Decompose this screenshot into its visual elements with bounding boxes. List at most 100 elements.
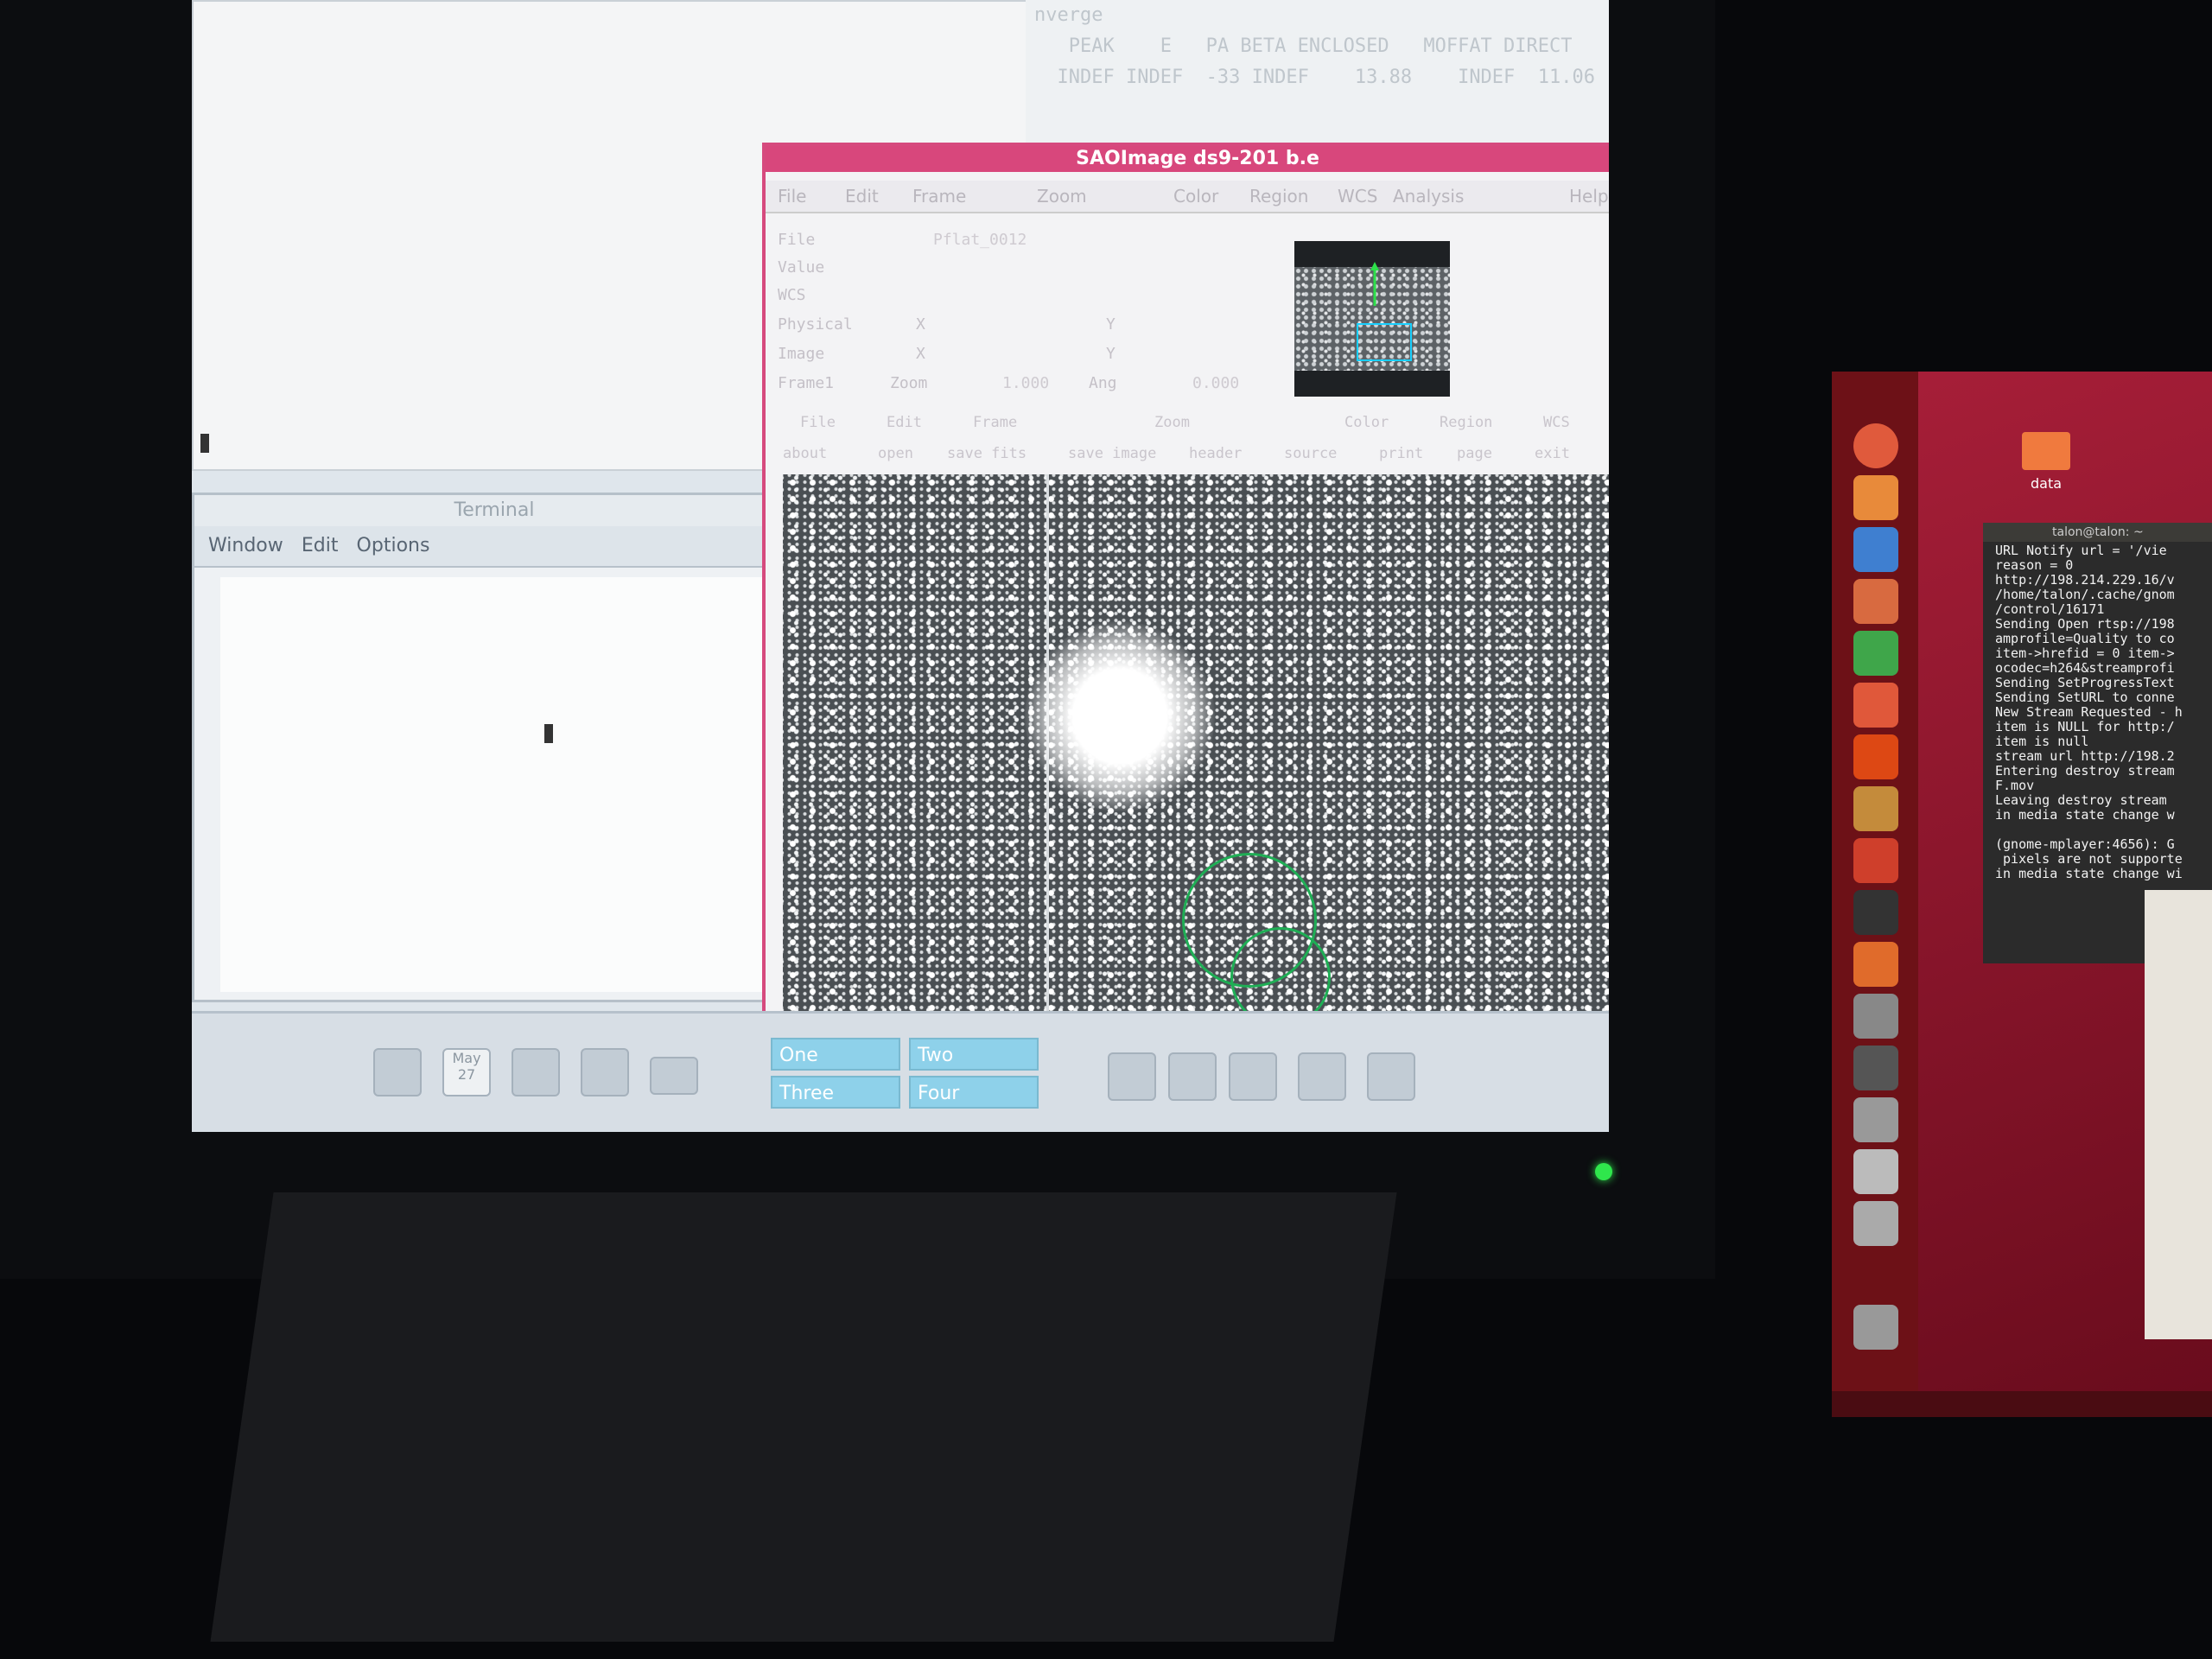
- terminal-line: reason = 0: [1995, 557, 2074, 573]
- printer-icon[interactable]: [650, 1057, 698, 1095]
- panner-view-box[interactable]: [1357, 323, 1412, 361]
- tool-icon[interactable]: [1853, 1097, 1898, 1142]
- terminal-icon[interactable]: [1853, 890, 1898, 935]
- menu-frame[interactable]: Frame: [912, 186, 967, 207]
- monitor: nverge PEAK E PA BETA ENCLOSED MOFFAT DI…: [192, 0, 1612, 1180]
- menu-help[interactable]: Help: [1569, 186, 1609, 207]
- tools-icon[interactable]: [1108, 1052, 1156, 1101]
- workspace-one-button[interactable]: One: [771, 1038, 900, 1071]
- laptop-screen: data talon@talon: ~ URL Notify url = '/v…: [1832, 372, 2212, 1417]
- firefox-icon[interactable]: [1853, 942, 1898, 987]
- folder-icon[interactable]: [2022, 432, 2070, 470]
- bb-source-button[interactable]: source: [1284, 445, 1338, 462]
- panner[interactable]: [1294, 241, 1450, 397]
- trash-icon[interactable]: [1367, 1052, 1415, 1101]
- style-manager-icon[interactable]: [1298, 1052, 1346, 1101]
- workspace-four-button[interactable]: Four: [909, 1076, 1039, 1109]
- trash-icon[interactable]: [1853, 1305, 1898, 1350]
- menu-options[interactable]: Options: [356, 535, 430, 556]
- menu-edit[interactable]: Edit: [845, 186, 879, 207]
- terminal-line: Leaving destroy stream: [1995, 792, 2167, 808]
- imexam-output-window: nverge PEAK E PA BETA ENCLOSED MOFFAT DI…: [1026, 0, 1609, 147]
- bb-exit-button[interactable]: exit: [1535, 445, 1570, 462]
- taskbar: May 27 One Two Three Four: [192, 1011, 1609, 1132]
- menu-wcs[interactable]: WCS: [1338, 186, 1378, 207]
- wcs-label: WCS: [778, 286, 806, 304]
- terminal-line: (gnome-mplayer:4656): G: [1995, 836, 2175, 852]
- impress-icon[interactable]: [1853, 579, 1898, 624]
- side-window: [2145, 890, 2212, 1339]
- bb-file-button[interactable]: File: [800, 414, 836, 431]
- menu-color[interactable]: Color: [1173, 186, 1219, 207]
- terminal-line: New Stream Requested - h: [1995, 704, 2183, 720]
- text-editor-icon[interactable]: [581, 1048, 629, 1096]
- bb-zoom-button[interactable]: Zoom: [1154, 414, 1190, 431]
- terminal-line: [1983, 823, 2212, 837]
- ds9-window[interactable]: SAOImage ds9-201 b.e File Edit Frame Zoo…: [762, 143, 1609, 1050]
- bb-color-button[interactable]: Color: [1344, 414, 1389, 431]
- ubuntu-dash-icon[interactable]: [1853, 423, 1898, 468]
- settings-icon[interactable]: [1853, 838, 1898, 883]
- terminal-line: /control/16171: [1995, 601, 2105, 617]
- app-icon[interactable]: [1853, 1149, 1898, 1194]
- clock-icon[interactable]: [373, 1048, 422, 1096]
- writer-icon[interactable]: [1853, 527, 1898, 572]
- menu-file[interactable]: File: [778, 186, 807, 207]
- performance-meter-icon[interactable]: [1168, 1052, 1217, 1101]
- menu-edit[interactable]: Edit: [301, 535, 339, 556]
- panner-thumbnail: [1294, 267, 1450, 371]
- angle-value: 0.000: [1192, 374, 1240, 392]
- menu-region[interactable]: Region: [1249, 186, 1309, 207]
- workspace-two-button[interactable]: Two: [909, 1038, 1039, 1071]
- terminal-window[interactable]: Terminal Window Edit Options: [192, 493, 797, 1002]
- terminal-line: item is null: [1995, 734, 2089, 749]
- terminal-line: URL Notify url = '/vie: [1995, 543, 2167, 558]
- bb-print-button[interactable]: print: [1379, 445, 1424, 462]
- terminal-line: F.mov: [1995, 778, 2035, 793]
- app-icon[interactable]: [1853, 786, 1898, 831]
- bb-region-button[interactable]: Region: [1440, 414, 1493, 431]
- bb-header-button[interactable]: header: [1189, 445, 1243, 462]
- file-value: Pflat_0012: [933, 231, 1027, 249]
- software-center-icon[interactable]: [1853, 683, 1898, 728]
- bb-edit-button[interactable]: Edit: [887, 414, 922, 431]
- bb-page-button[interactable]: page: [1457, 445, 1492, 462]
- text-cursor: [200, 434, 209, 453]
- bb-about-button[interactable]: about: [783, 445, 828, 462]
- angle-label: Ang: [1089, 374, 1117, 392]
- terminal-line: Entering destroy stream: [1995, 763, 2175, 779]
- bb-save-fits-button[interactable]: save fits: [947, 445, 1027, 462]
- terminal-line: Sending SetProgressText: [1995, 675, 2175, 690]
- media-player-icon[interactable]: [1853, 1046, 1898, 1090]
- info-panel: File Pflat_0012 Value WCS Physical X Y I…: [778, 231, 1279, 404]
- folder-icon[interactable]: [1229, 1052, 1277, 1101]
- terminal-line: item->hrefid = 0 item->: [1995, 645, 2175, 661]
- workspace-switcher-icon[interactable]: [1853, 1201, 1898, 1246]
- bb-frame-button[interactable]: Frame: [973, 414, 1018, 431]
- calc-icon[interactable]: [1853, 631, 1898, 676]
- window-title: Terminal: [194, 495, 794, 526]
- bb-wcs-button[interactable]: WCS: [1543, 414, 1570, 431]
- zoom-label: Zoom: [890, 374, 928, 392]
- output-line: INDEF INDEF -33 INDEF 13.88 INDEF 11.06: [1034, 67, 1596, 88]
- files-icon[interactable]: [1853, 475, 1898, 520]
- menu-zoom[interactable]: Zoom: [1037, 186, 1087, 207]
- terminal-body[interactable]: [220, 577, 773, 992]
- help-icon[interactable]: [1853, 994, 1898, 1039]
- bb-open-button[interactable]: open: [878, 445, 913, 462]
- terminal-line: in media state change wi: [1995, 866, 2183, 881]
- buttonbar-minor: about open save fits save image header s…: [766, 445, 1609, 469]
- menu-window[interactable]: Window: [208, 535, 283, 556]
- bb-save-image-button[interactable]: save image: [1068, 445, 1157, 462]
- value-label: Value: [778, 258, 825, 276]
- terminal-line: ocodec=h264&streamprofi: [1995, 660, 2175, 676]
- calendar-month: May: [452, 1050, 481, 1066]
- image-canvas[interactable]: [783, 474, 1609, 1027]
- ubuntu-one-icon[interactable]: [1853, 734, 1898, 779]
- menu-analysis[interactable]: Analysis: [1393, 186, 1465, 207]
- mail-icon[interactable]: [512, 1048, 560, 1096]
- terminal-line: stream url http://198.2: [1995, 748, 2175, 764]
- output-line: nverge: [1034, 4, 1103, 26]
- workspace-three-button[interactable]: Three: [771, 1076, 900, 1109]
- calendar-icon[interactable]: May 27: [442, 1048, 491, 1096]
